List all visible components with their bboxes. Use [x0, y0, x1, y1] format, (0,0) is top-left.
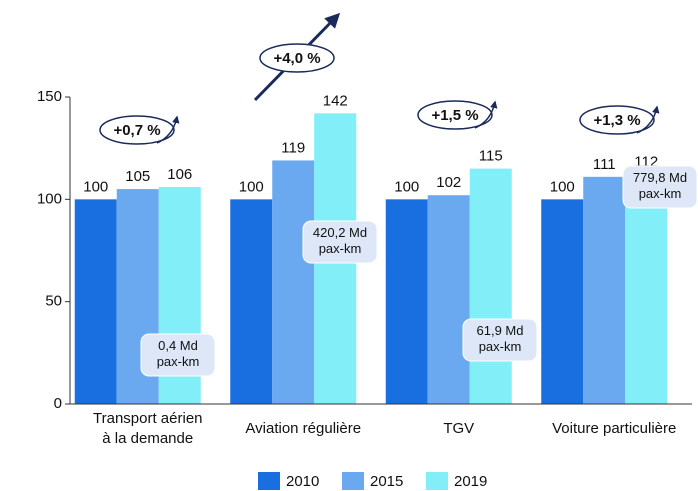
legend-swatch: [258, 472, 280, 490]
bar: [583, 176, 626, 404]
growth-label: +4,0 %: [273, 50, 320, 67]
value-label: 100: [83, 178, 108, 195]
growth-ellipse: [579, 105, 655, 135]
value-label: 102: [436, 174, 461, 191]
legend-swatch: [426, 472, 448, 490]
bar: [625, 174, 668, 404]
x-tick-label: TGV: [443, 420, 474, 437]
growth-arrow: [474, 100, 498, 129]
bar: [541, 199, 584, 404]
volume-box: [302, 220, 378, 264]
volume-box: [622, 165, 698, 209]
legend-label: 2019: [454, 473, 487, 490]
growth-label: +1,5 %: [431, 107, 478, 124]
x-tick-label: Transport aérien à la demande: [93, 410, 203, 447]
value-label: 105: [125, 168, 150, 185]
volume-label: 61,9 Md pax-km: [477, 323, 524, 354]
bar: [230, 199, 273, 404]
volume-box: [462, 318, 538, 362]
value-label: 111: [593, 156, 616, 173]
value-label: 119: [281, 139, 305, 156]
value-label: 142: [323, 92, 348, 109]
value-label: 106: [167, 166, 192, 183]
growth-arrow: [156, 115, 180, 144]
growth-ellipse: [99, 115, 175, 145]
y-tick-label: 150: [37, 88, 62, 105]
bar: [469, 168, 512, 404]
bar: [427, 195, 470, 404]
legend-label: 2010: [286, 473, 319, 490]
value-label: 100: [239, 178, 264, 195]
growth-ellipse: [259, 43, 335, 73]
volume-box: [140, 333, 216, 377]
volume-label: 0,4 Md pax-km: [157, 338, 200, 369]
growth-ellipse: [417, 100, 493, 130]
bar: [385, 199, 428, 404]
x-tick-label: Voiture particulière: [552, 420, 676, 437]
legend-label: 2015: [370, 473, 403, 490]
value-label: 100: [394, 178, 419, 195]
value-label: 115: [479, 148, 503, 165]
x-tick-label: Aviation régulière: [245, 420, 361, 437]
y-tick-label: 50: [45, 293, 62, 310]
growth-label: +1,3 %: [593, 112, 640, 129]
value-label: 100: [550, 178, 575, 195]
y-tick-label: 100: [37, 190, 62, 207]
volume-label: 420,2 Md pax-km: [313, 225, 367, 256]
growth-label: +0,7 %: [113, 122, 160, 139]
growth-arrow: [636, 105, 660, 134]
volume-label: 779,8 Md pax-km: [633, 170, 687, 201]
y-tick-label: 0: [54, 395, 62, 412]
legend-swatch: [342, 472, 364, 490]
bar: [272, 160, 315, 404]
bar: [74, 199, 117, 404]
